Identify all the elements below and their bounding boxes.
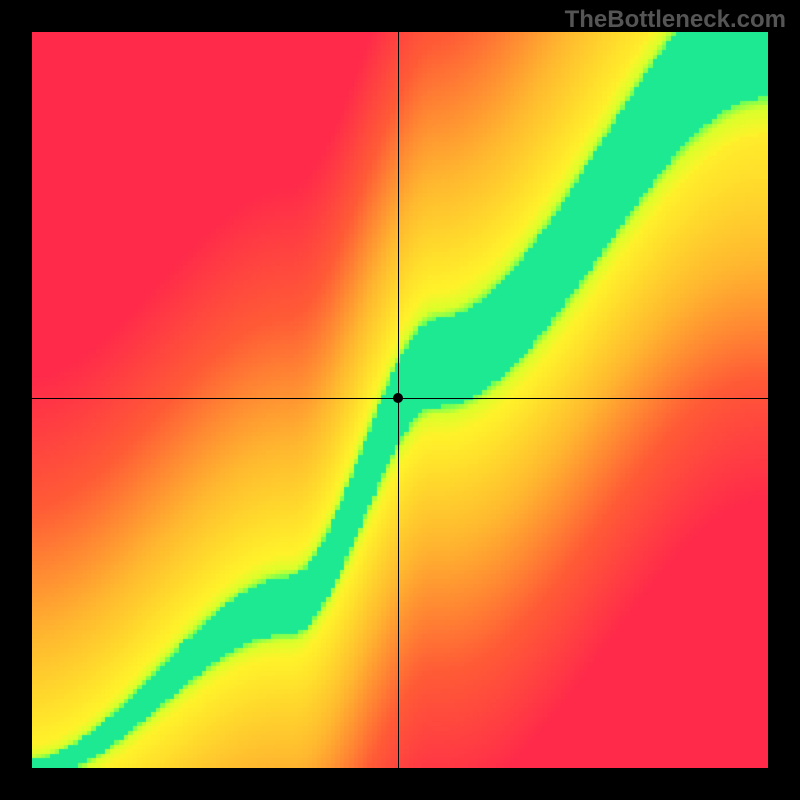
marker-dot — [393, 393, 403, 403]
watermark-text: TheBottleneck.com — [565, 6, 786, 34]
heatmap-plot — [32, 32, 768, 768]
